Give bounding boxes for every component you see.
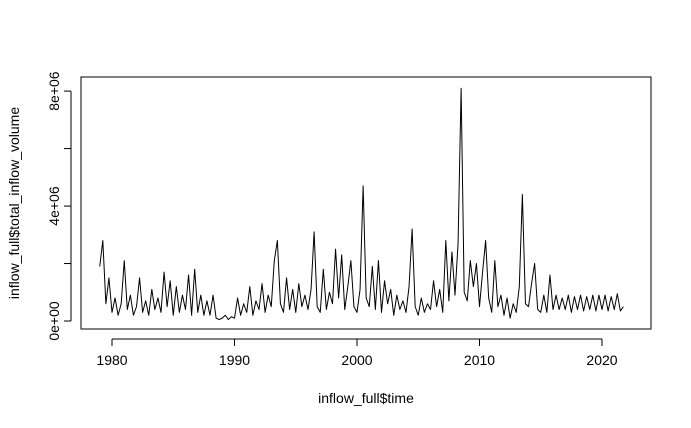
y-axis-label: inflow_full$total_inflow_volume xyxy=(6,107,22,299)
data-line xyxy=(99,87,624,321)
y-tick-label: 4e+06 xyxy=(46,186,62,226)
y-tick-label: 8e+06 xyxy=(46,71,62,111)
x-tick-label: 1990 xyxy=(219,352,250,368)
x-tick-label: 2000 xyxy=(341,352,372,368)
plot-box xyxy=(80,76,652,330)
x-axis-label: inflow_full$time xyxy=(318,390,414,406)
x-tick-label: 2020 xyxy=(586,352,617,368)
y-tick-label: 0e+00 xyxy=(46,301,62,341)
x-tick-label: 1980 xyxy=(96,352,127,368)
x-tick-label: 2010 xyxy=(464,352,495,368)
